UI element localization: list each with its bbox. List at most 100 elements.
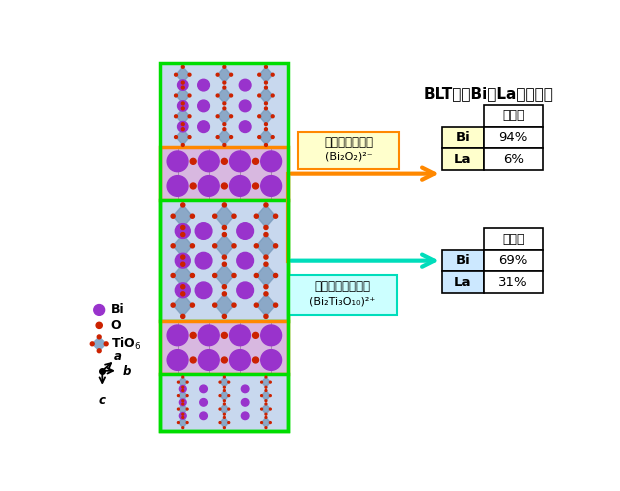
Circle shape [182, 389, 184, 391]
Text: 占有率: 占有率 [502, 109, 525, 122]
Circle shape [171, 303, 175, 307]
Polygon shape [215, 264, 234, 287]
Circle shape [171, 273, 175, 277]
Circle shape [265, 376, 267, 378]
Circle shape [229, 176, 250, 196]
Circle shape [180, 292, 185, 296]
Circle shape [182, 427, 184, 429]
Circle shape [264, 225, 268, 229]
Circle shape [237, 282, 254, 299]
Circle shape [175, 223, 190, 239]
Circle shape [258, 94, 260, 97]
Circle shape [252, 357, 259, 363]
Bar [161, 147, 288, 200]
Circle shape [216, 73, 219, 76]
Circle shape [228, 381, 229, 383]
Circle shape [264, 285, 268, 289]
Circle shape [223, 123, 226, 126]
Circle shape [190, 159, 196, 164]
Circle shape [223, 128, 226, 131]
Polygon shape [179, 404, 187, 414]
Circle shape [177, 80, 188, 90]
Circle shape [182, 416, 184, 418]
Circle shape [254, 244, 259, 248]
Circle shape [96, 322, 102, 328]
Circle shape [175, 253, 190, 268]
Circle shape [229, 151, 250, 172]
Polygon shape [218, 129, 231, 145]
Circle shape [229, 325, 250, 346]
Polygon shape [179, 417, 187, 428]
Text: La: La [454, 276, 472, 289]
Circle shape [264, 262, 268, 266]
Bar [161, 200, 288, 322]
Circle shape [182, 400, 184, 402]
Bar [161, 374, 288, 431]
Circle shape [177, 395, 179, 397]
Circle shape [221, 332, 228, 338]
Circle shape [223, 413, 225, 415]
Polygon shape [215, 235, 234, 257]
Circle shape [265, 81, 267, 84]
Circle shape [241, 412, 249, 420]
Circle shape [265, 128, 267, 131]
Bar [484, 148, 542, 170]
Polygon shape [256, 235, 276, 257]
Circle shape [190, 244, 195, 248]
Circle shape [179, 385, 186, 392]
Circle shape [175, 94, 177, 97]
Text: 31%: 31% [498, 276, 528, 289]
Text: 酸化ビスマス層: 酸化ビスマス層 [324, 136, 373, 149]
Circle shape [195, 282, 212, 299]
Circle shape [180, 262, 185, 266]
Text: Bi: Bi [456, 254, 471, 267]
Circle shape [182, 386, 184, 388]
Circle shape [229, 73, 232, 76]
Circle shape [265, 123, 267, 126]
Text: Bi: Bi [456, 131, 471, 144]
Circle shape [270, 408, 272, 410]
Circle shape [223, 403, 225, 405]
Circle shape [265, 386, 267, 388]
Circle shape [219, 422, 221, 423]
Circle shape [182, 376, 184, 378]
Circle shape [167, 176, 188, 196]
Circle shape [223, 86, 226, 89]
Text: $\bfit{a}$: $\bfit{a}$ [113, 351, 122, 363]
Circle shape [232, 214, 236, 218]
Polygon shape [220, 404, 229, 414]
Circle shape [195, 252, 212, 269]
Circle shape [177, 121, 188, 132]
Circle shape [229, 115, 232, 118]
Circle shape [182, 403, 184, 405]
Circle shape [216, 136, 219, 138]
Polygon shape [218, 109, 231, 124]
Circle shape [167, 151, 188, 172]
Circle shape [273, 303, 278, 307]
Bar [484, 272, 542, 293]
Circle shape [180, 233, 185, 237]
Circle shape [239, 79, 251, 91]
Circle shape [167, 325, 188, 346]
Circle shape [182, 413, 184, 415]
Text: Bi: Bi [111, 303, 125, 316]
Circle shape [179, 412, 186, 419]
Circle shape [219, 395, 221, 397]
Circle shape [260, 422, 262, 423]
Bar [161, 322, 288, 374]
Circle shape [181, 102, 184, 105]
Circle shape [181, 143, 184, 146]
Circle shape [181, 128, 184, 131]
Circle shape [223, 416, 225, 418]
Text: $\bfit{b}$: $\bfit{b}$ [122, 364, 131, 378]
Polygon shape [259, 67, 273, 82]
Circle shape [264, 203, 268, 207]
Circle shape [261, 350, 281, 370]
Circle shape [273, 273, 278, 277]
Circle shape [188, 73, 191, 76]
Polygon shape [259, 87, 273, 104]
Circle shape [237, 223, 254, 239]
Bar [441, 127, 484, 148]
Circle shape [254, 273, 259, 277]
FancyBboxPatch shape [298, 132, 399, 169]
